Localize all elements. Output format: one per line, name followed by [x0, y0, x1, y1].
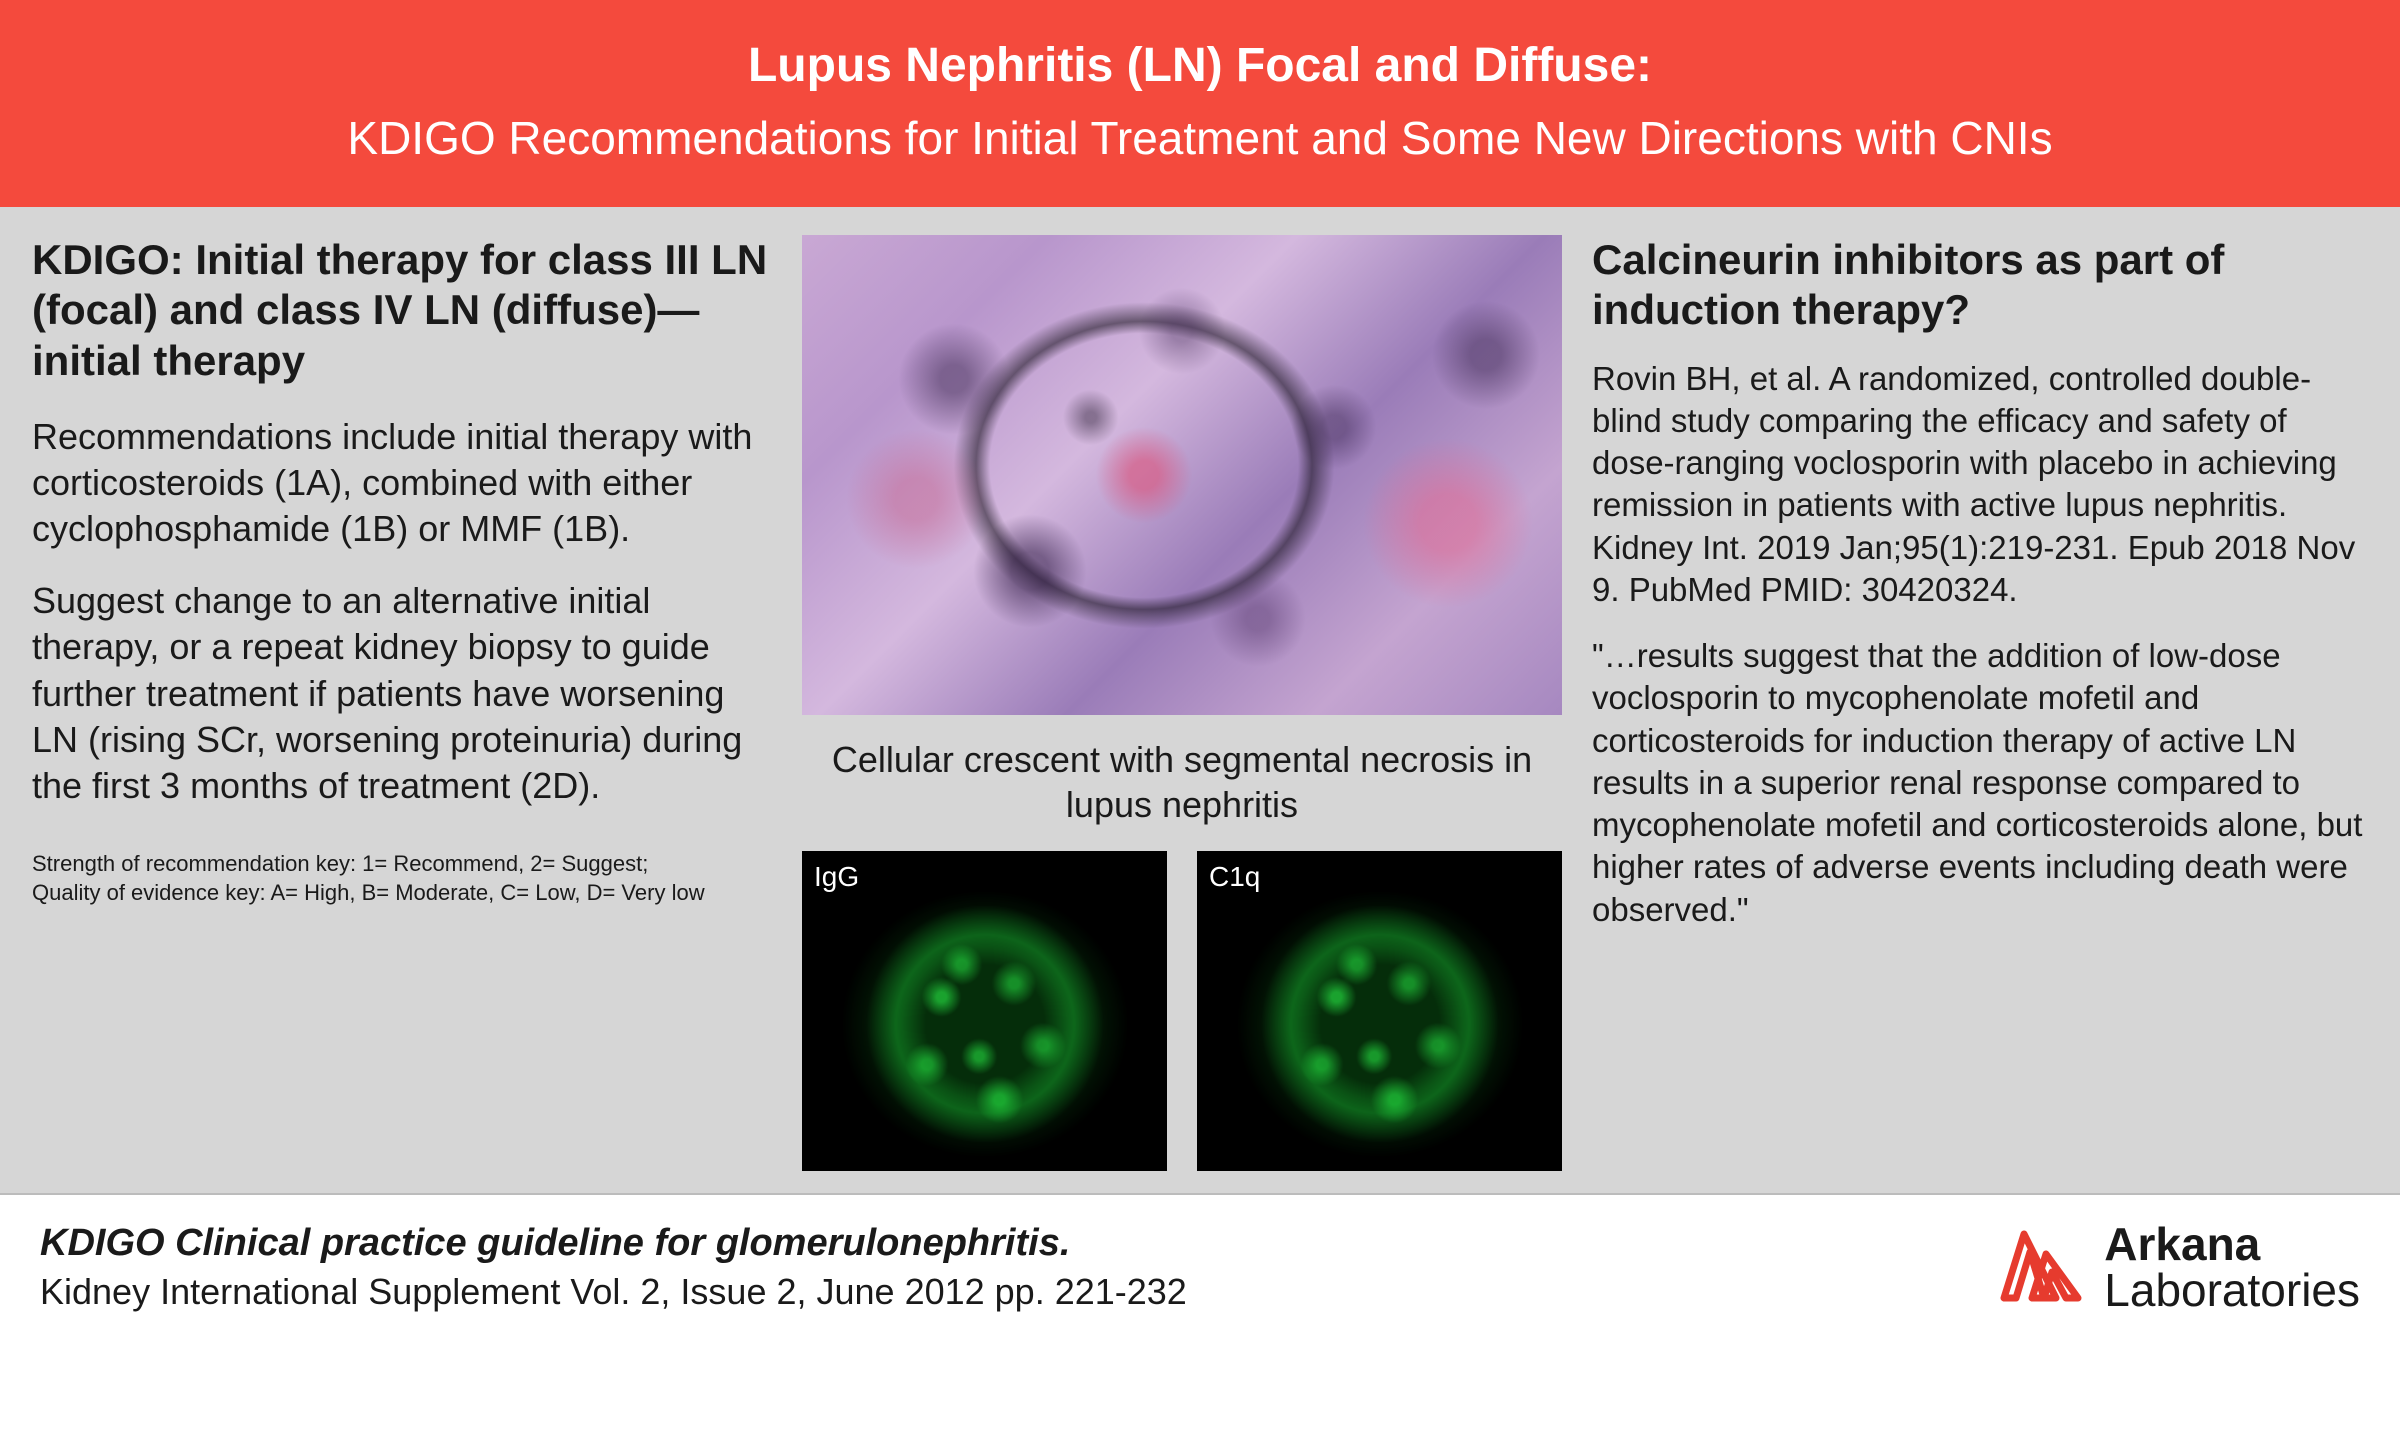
footer-bar: KDIGO Clinical practice guideline for gl…: [0, 1193, 2400, 1339]
if-panel-c1q: C1q: [1197, 851, 1562, 1171]
content-body: KDIGO: Initial therapy for class III LN …: [0, 207, 2400, 1193]
logo-name-top: Arkana: [2104, 1221, 2360, 1267]
if-label-igg: IgG: [814, 861, 859, 893]
header-title: Lupus Nephritis (LN) Focal and Diffuse:: [40, 38, 2360, 93]
if-green-stain-igg: [840, 889, 1130, 1159]
left-paragraph-1: Recommendations include initial therapy …: [32, 414, 772, 552]
left-column: KDIGO: Initial therapy for class III LN …: [32, 235, 772, 1171]
right-paragraph-2: "…results suggest that the addition of l…: [1592, 635, 2368, 931]
if-label-c1q: C1q: [1209, 861, 1260, 893]
right-section-title: Calcineurin inhibitors as part of induct…: [1592, 235, 2368, 336]
right-paragraph-1: Rovin BH, et al. A randomized, controlle…: [1592, 358, 2368, 611]
arkana-logo: Arkana Laboratories: [1996, 1221, 2360, 1313]
key-line-1: Strength of recommendation key: 1= Recom…: [32, 849, 772, 879]
middle-column: Cellular crescent with segmental necrosi…: [802, 235, 1562, 1171]
immunofluorescence-row: IgG C1q: [802, 851, 1562, 1171]
footer-title: KDIGO Clinical practice guideline for gl…: [40, 1222, 1187, 1265]
header-banner: Lupus Nephritis (LN) Focal and Diffuse: …: [0, 0, 2400, 207]
footer-subtitle: Kidney International Supplement Vol. 2, …: [40, 1271, 1187, 1313]
key-line-2: Quality of evidence key: A= High, B= Mod…: [32, 878, 772, 908]
left-section-title: KDIGO: Initial therapy for class III LN …: [32, 235, 772, 386]
histology-caption: Cellular crescent with segmental necrosi…: [812, 737, 1552, 827]
recommendation-key: Strength of recommendation key: 1= Recom…: [32, 849, 772, 908]
if-panel-igg: IgG: [802, 851, 1167, 1171]
logo-name: Arkana Laboratories: [2104, 1221, 2360, 1313]
histology-image: [802, 235, 1562, 715]
logo-mark-icon: [1996, 1226, 2086, 1308]
footer-citation: KDIGO Clinical practice guideline for gl…: [40, 1222, 1187, 1313]
right-column: Calcineurin inhibitors as part of induct…: [1592, 235, 2368, 1171]
logo-name-bottom: Laboratories: [2104, 1267, 2360, 1313]
header-subtitle: KDIGO Recommendations for Initial Treatm…: [40, 111, 2360, 165]
left-paragraph-2: Suggest change to an alternative initial…: [32, 578, 772, 808]
if-green-stain-c1q: [1235, 889, 1525, 1159]
